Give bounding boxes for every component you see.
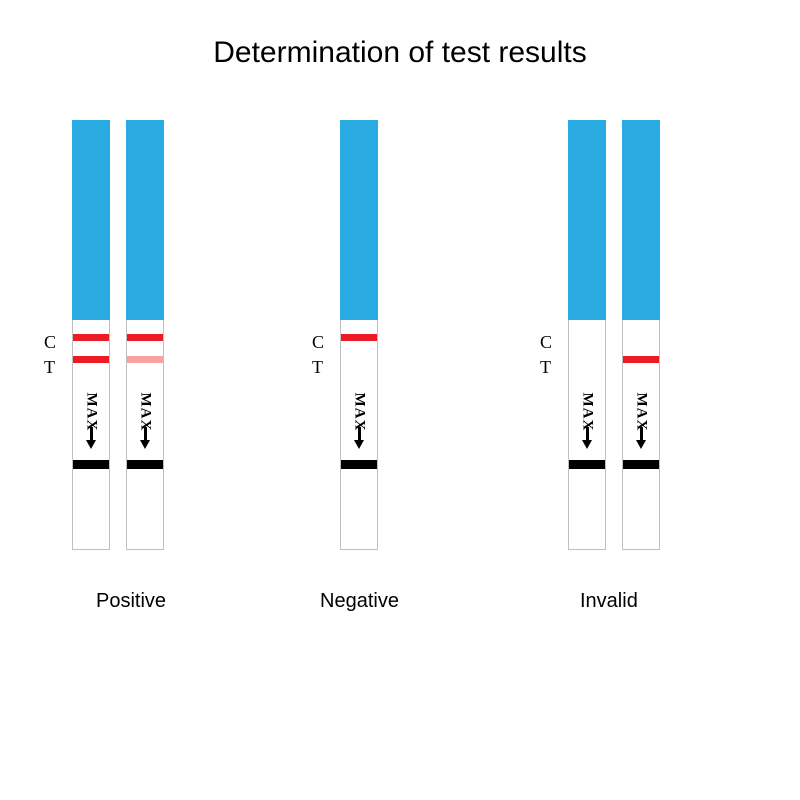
max-line: [341, 460, 377, 469]
ct-labels: CT: [540, 330, 552, 380]
test-line: [623, 356, 659, 363]
group-caption-invalid: Invalid: [580, 590, 638, 613]
label-t: T: [540, 355, 552, 380]
max-label: MAX: [83, 393, 100, 429]
max-label: MAX: [137, 393, 154, 429]
strip-handle: [340, 120, 378, 320]
max-label: MAX: [351, 393, 368, 429]
strip-body: MAX: [72, 320, 110, 550]
ct-labels: CT: [312, 330, 324, 380]
ct-labels: CT: [44, 330, 56, 380]
label-t: T: [44, 355, 56, 380]
label-c: C: [540, 330, 552, 355]
arrow-down-icon: [86, 440, 96, 449]
control-line: [127, 334, 163, 341]
test-strip: MAX: [340, 120, 378, 550]
strip-handle: [568, 120, 606, 320]
strip-body: MAX: [126, 320, 164, 550]
label-c: C: [312, 330, 324, 355]
max-line: [569, 460, 605, 469]
max-line: [127, 460, 163, 469]
strip-handle: [126, 120, 164, 320]
max-label: MAX: [633, 393, 650, 429]
strip-body: MAX: [340, 320, 378, 550]
group-caption-negative: Negative: [320, 590, 399, 613]
max-line: [623, 460, 659, 469]
arrow-down-icon: [140, 440, 150, 449]
group-caption-positive: Positive: [96, 590, 166, 613]
test-strip: MAX: [622, 120, 660, 550]
test-strip: MAX: [72, 120, 110, 550]
test-line: [73, 356, 109, 363]
label-c: C: [44, 330, 56, 355]
max-label: MAX: [579, 393, 596, 429]
control-line: [73, 334, 109, 341]
label-t: T: [312, 355, 324, 380]
arrow-down-icon: [636, 440, 646, 449]
arrow-down-icon: [354, 440, 364, 449]
arrow-down-icon: [582, 440, 592, 449]
strip-handle: [622, 120, 660, 320]
control-line: [341, 334, 377, 341]
test-strip: MAX: [568, 120, 606, 550]
strip-body: MAX: [622, 320, 660, 550]
diagram-area: CTMAXMAXPositiveCTMAXNegativeCTMAXMAXInv…: [0, 120, 800, 680]
max-line: [73, 460, 109, 469]
strip-body: MAX: [568, 320, 606, 550]
strip-handle: [72, 120, 110, 320]
test-strip: MAX: [126, 120, 164, 550]
page-title: Determination of test results: [0, 0, 800, 70]
test-line: [127, 356, 163, 363]
